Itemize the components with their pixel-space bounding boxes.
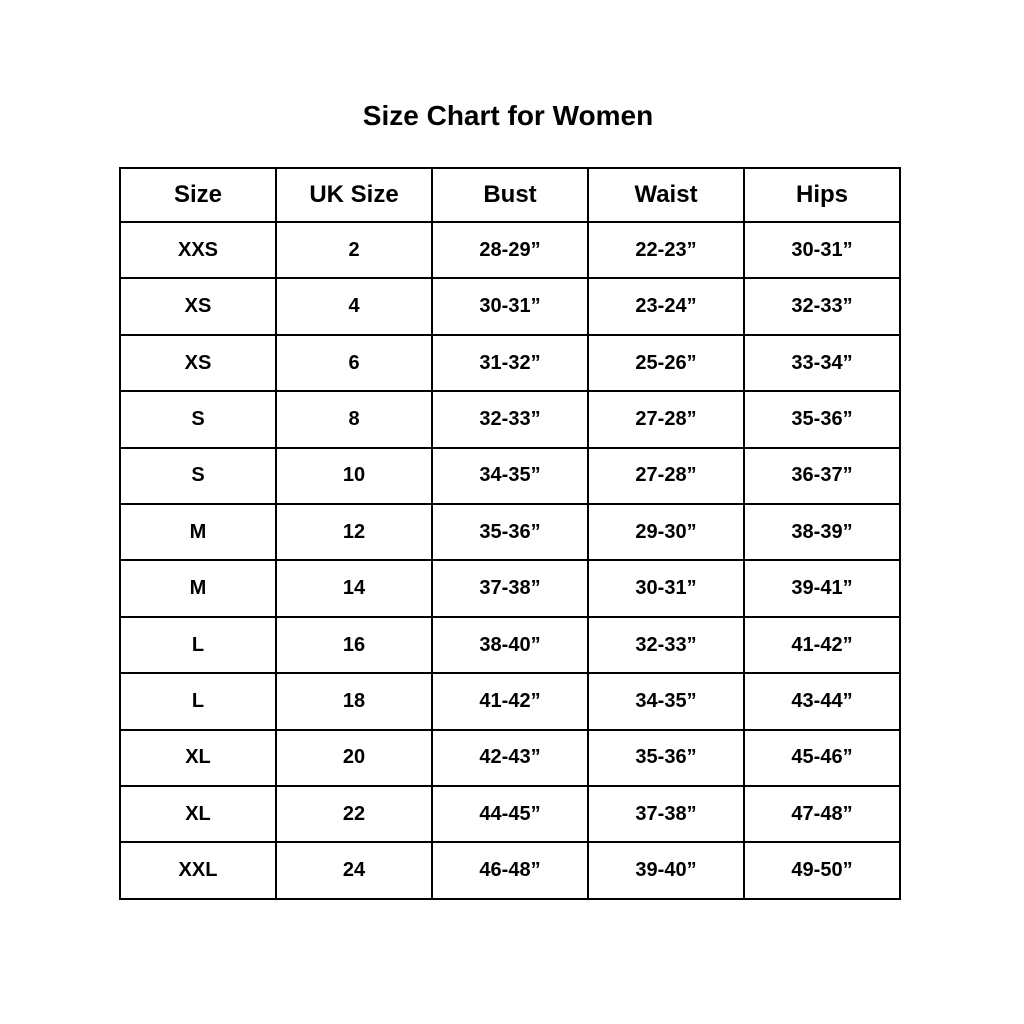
table-cell: 30-31”	[431, 277, 589, 336]
table-row: XS 4 30-31” 23-24” 32-33”	[119, 277, 901, 336]
table-cell: 32-33”	[431, 390, 589, 449]
table-body: XXS 2 28-29” 22-23” 30-31” XS 4 30-31” 23-24” 32-…	[119, 220, 901, 900]
table-cell: 4	[275, 277, 433, 336]
table-row: XL 20 42-43” 35-36” 45-46”	[119, 728, 901, 788]
table-cell: 32-33”	[587, 615, 745, 675]
table-cell: 39-41”	[743, 559, 901, 618]
table-cell: 35-36”	[431, 503, 589, 562]
table-cell: 44-45”	[431, 785, 589, 844]
table-cell: 18	[275, 672, 433, 731]
table-cell: 23-24”	[587, 277, 745, 336]
table-cell: 6	[275, 333, 433, 393]
table-cell: 30-31”	[587, 559, 745, 618]
table-cell: 14	[275, 559, 433, 618]
table-cell: 25-26”	[587, 333, 745, 393]
page-title: Size Chart for Women	[362, 100, 654, 131]
table-cell: 34-35”	[431, 446, 589, 506]
column-header: Waist	[587, 167, 745, 223]
table-row: XL 22 44-45” 37-38” 47-48”	[119, 785, 901, 844]
table-cell: 12	[275, 503, 433, 562]
table-cell: XXS	[119, 220, 277, 280]
table-cell: 8	[275, 390, 433, 449]
size-chart-table: Size UK Size Bust Waist Hips XXS 2 28-29” 22-23…	[119, 167, 901, 900]
table-cell: XS	[119, 277, 277, 336]
table-cell: 37-38”	[587, 785, 745, 844]
table-cell: 43-44”	[743, 672, 901, 731]
table-cell: 2	[275, 220, 433, 280]
table-cell: 35-36”	[587, 728, 745, 788]
table-cell: M	[119, 503, 277, 562]
table-cell: 35-36”	[743, 390, 901, 449]
table-cell: 28-29”	[431, 220, 589, 280]
table-row: XS 6 31-32” 25-26” 33-34”	[119, 333, 901, 393]
table-cell: 22	[275, 785, 433, 844]
table-row: XXL 24 46-48” 39-40” 49-50”	[119, 841, 901, 900]
table-cell: XL	[119, 785, 277, 844]
table-cell: 16	[275, 615, 433, 675]
column-header: Bust	[431, 167, 589, 223]
table-cell: 33-34”	[743, 333, 901, 393]
table-cell: XXL	[119, 841, 277, 900]
table-cell: 32-33”	[743, 277, 901, 336]
table-cell: 38-40”	[431, 615, 589, 675]
table-row: M 14 37-38” 30-31” 39-41”	[119, 559, 901, 618]
table-cell: 41-42”	[743, 615, 901, 675]
table-cell: XL	[119, 728, 277, 788]
table-cell: 29-30”	[587, 503, 745, 562]
table-cell: 45-46”	[743, 728, 901, 788]
table-cell: 41-42”	[431, 672, 589, 731]
table-cell: 31-32”	[431, 333, 589, 393]
column-header: UK Size	[275, 167, 433, 223]
column-header: Size	[119, 167, 277, 223]
table-row: XXS 2 28-29” 22-23” 30-31”	[119, 220, 901, 280]
table-cell: XS	[119, 333, 277, 393]
table-cell: 36-37”	[743, 446, 901, 506]
table-cell: 49-50”	[743, 841, 901, 900]
table-cell: 10	[275, 446, 433, 506]
table-cell: 46-48”	[431, 841, 589, 900]
table-cell: 42-43”	[431, 728, 589, 788]
table-row: S 10 34-35” 27-28” 36-37”	[119, 446, 901, 506]
table-cell: L	[119, 615, 277, 675]
table-header-row: Size UK Size Bust Waist Hips	[119, 167, 901, 223]
table-cell: L	[119, 672, 277, 731]
table-cell: 27-28”	[587, 446, 745, 506]
table-cell: 24	[275, 841, 433, 900]
table-cell: 37-38”	[431, 559, 589, 618]
table-cell: 34-35”	[587, 672, 745, 731]
table-row: L 18 41-42” 34-35” 43-44”	[119, 672, 901, 731]
table-cell: 27-28”	[587, 390, 745, 449]
table-cell: 30-31”	[743, 220, 901, 280]
table-row: S 8 32-33” 27-28” 35-36”	[119, 390, 901, 449]
column-header: Hips	[743, 167, 901, 223]
table-cell: S	[119, 390, 277, 449]
table-cell: S	[119, 446, 277, 506]
table-cell: M	[119, 559, 277, 618]
table-row: L 16 38-40” 32-33” 41-42”	[119, 615, 901, 675]
table-cell: 38-39”	[743, 503, 901, 562]
table-cell: 39-40”	[587, 841, 745, 900]
table-row: M 12 35-36” 29-30” 38-39”	[119, 503, 901, 562]
table-cell: 20	[275, 728, 433, 788]
table-cell: 47-48”	[743, 785, 901, 844]
table-cell: 22-23”	[587, 220, 745, 280]
